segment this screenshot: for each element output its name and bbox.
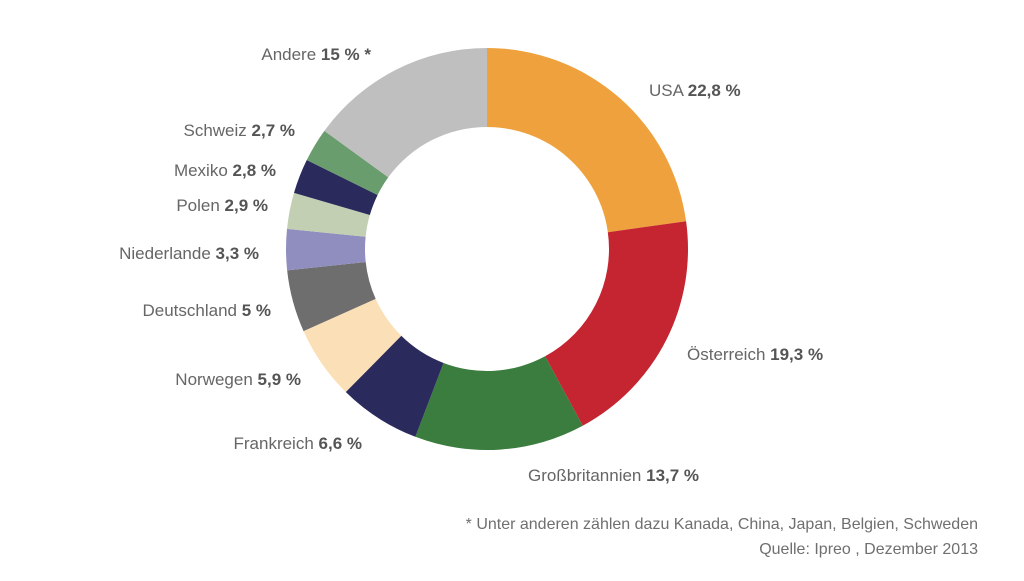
slice-label-value: 2,8 %	[233, 161, 276, 180]
slice-label: Schweiz 2,7 %	[183, 121, 295, 140]
slice-label-value: 22,8 %	[688, 81, 741, 100]
slice-frankreich	[345, 335, 444, 437]
slice-label-value: 19,3 %	[770, 345, 823, 364]
slice-label-value: 2,7 %	[252, 121, 295, 140]
slice-label-name: USA	[649, 81, 688, 100]
slice-label-name: Mexiko	[174, 161, 233, 180]
slice-label: Mexiko 2,8 %	[174, 161, 276, 180]
slice-label-value: 15 % *	[321, 45, 371, 64]
slice-label-name: Deutschland	[142, 301, 241, 320]
slice-label-value: 3,3 %	[216, 244, 259, 263]
slice-deutschland	[287, 262, 376, 332]
slice-label-name: Andere	[261, 45, 321, 64]
slice-label-name: Polen	[176, 196, 224, 215]
slice-label: USA 22,8 %	[649, 81, 741, 100]
slice-label-name: Norwegen	[175, 370, 257, 389]
slice-label-value: 13,7 %	[646, 466, 699, 485]
slice-label-value: 6,6 %	[319, 434, 362, 453]
footnote: * Unter anderen zählen dazu Kanada, Chin…	[465, 516, 978, 533]
slice-label: Österreich 19,3 %	[687, 345, 823, 364]
slice-andere	[324, 48, 487, 178]
slice-großbritannien	[415, 356, 583, 450]
slice-label-name: Frankreich	[233, 434, 318, 453]
slice-label-value: 5 %	[242, 301, 271, 320]
slice-österreich	[545, 221, 688, 426]
slice-label: Norwegen 5,9 %	[175, 370, 301, 389]
slice-label-name: Schweiz	[183, 121, 251, 140]
slice-label-value: 2,9 %	[225, 196, 268, 215]
slice-label-name: Österreich	[687, 345, 770, 364]
slice-label: Polen 2,9 %	[176, 196, 268, 215]
slice-usa	[487, 48, 687, 233]
slice-polen	[287, 192, 370, 237]
source-note: Quelle: Ipreo , Dezember 2013	[759, 541, 978, 558]
slice-label: Niederlande 3,3 %	[119, 244, 259, 263]
slice-label: Andere 15 % *	[261, 45, 371, 64]
slice-norwegen	[303, 298, 402, 393]
slice-mexiko	[293, 160, 378, 215]
slice-label: Großbritannien 13,7 %	[528, 466, 699, 485]
slice-label: Deutschland 5 %	[142, 301, 271, 320]
slice-niederlande	[285, 228, 366, 271]
slice-label: Frankreich 6,6 %	[233, 434, 362, 453]
slice-label-name: Großbritannien	[528, 466, 646, 485]
slice-label-value: 5,9 %	[258, 370, 301, 389]
slice-label-name: Niederlande	[119, 244, 215, 263]
slice-schweiz	[306, 130, 389, 195]
